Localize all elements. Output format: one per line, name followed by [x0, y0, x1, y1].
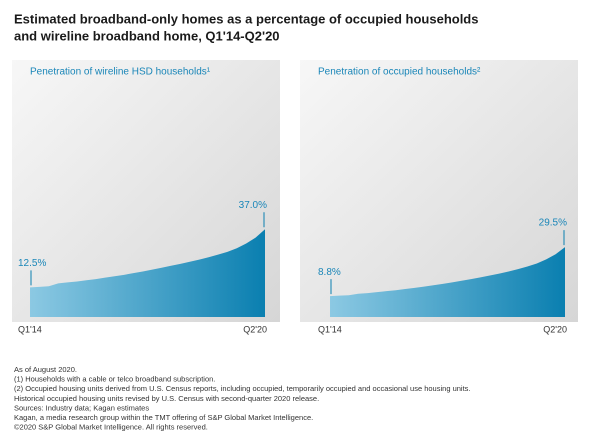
footnote: Historical occupied housing units revise… [14, 394, 319, 403]
x-tick-label: Q1'14 [18, 324, 42, 334]
footnote: Kagan, a media research group within the… [14, 413, 313, 422]
x-tick-label: Q1'14 [318, 324, 342, 334]
value-label: 8.8% [318, 267, 341, 278]
footnote: As of August 2020. [14, 365, 77, 374]
panel-title: Penetration of wireline HSD households¹ [30, 67, 211, 78]
value-label: 29.5% [539, 218, 567, 229]
value-label: 37.0% [239, 200, 267, 211]
x-tick-label: Q2'20 [543, 324, 567, 334]
title: and wireline broadband home, Q1'14-Q2'20 [14, 28, 280, 43]
footnote: (1) Households with a cable or telco bro… [14, 375, 215, 384]
area [330, 247, 565, 317]
footnote: Sources: Industry data; Kagan estimates [14, 403, 149, 412]
panel-title: Penetration of occupied households² [318, 67, 481, 78]
x-tick-label: Q2'20 [243, 324, 267, 334]
title: Estimated broadband-only homes as a perc… [14, 11, 478, 26]
area [30, 229, 265, 317]
footnote: ©2020 S&P Global Market Intelligence. Al… [14, 423, 208, 432]
footnote: (2) Occupied housing units derived from … [14, 384, 471, 393]
value-label: 12.5% [18, 258, 46, 269]
